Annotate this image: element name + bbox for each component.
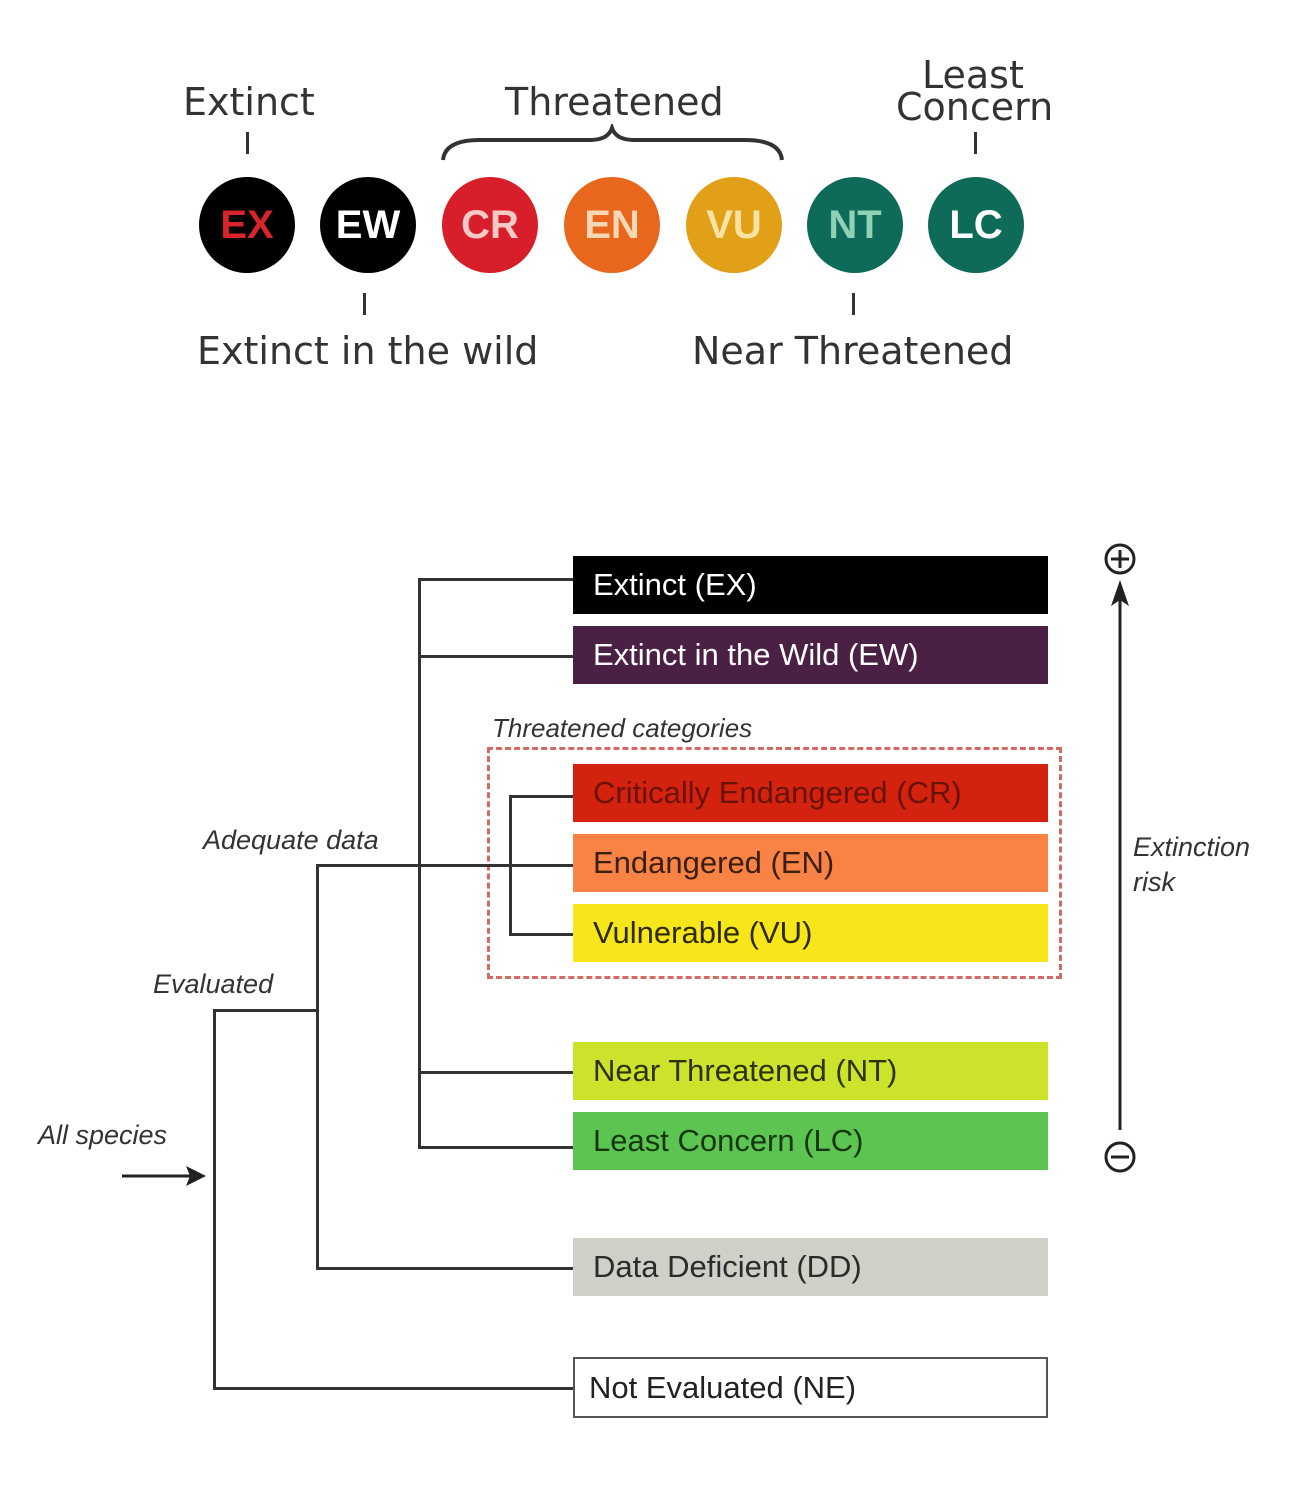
category-label-extinct: Extinct (EX) — [593, 567, 757, 602]
category-box-not-evaluated: Not Evaluated (NE) — [573, 1357, 1048, 1418]
threatened-region — [487, 747, 1062, 979]
category-label-critically-endangered: Critically Endangered (CR) — [593, 775, 962, 810]
circle-ex: EX — [199, 177, 295, 273]
category-box-near-threatened: Near Threatened (NT) — [573, 1042, 1048, 1100]
trunk-evaluated — [316, 864, 319, 1269]
label-adequate-data: Adequate data — [203, 825, 379, 855]
label-all-species: All species — [38, 1120, 168, 1150]
threatened-brace — [441, 124, 784, 161]
category-box-extinct: Extinct (EX) — [573, 556, 1048, 614]
category-box-least-concern: Least Concern (LC) — [573, 1112, 1048, 1170]
label-extinction-risk-1: Extinction — [1133, 832, 1251, 862]
branch-critically-endangered — [509, 795, 573, 798]
category-box-extinct-in-the-wild: Extinct in the Wild (EW) — [573, 626, 1048, 684]
tick-extinct — [246, 132, 249, 154]
circle-ew: EW — [320, 177, 416, 273]
category-label-vulnerable: Vulnerable (VU) — [593, 915, 813, 950]
branch-extinct — [418, 578, 573, 581]
category-label-extinct-in-the-wild: Extinct in the Wild (EW) — [593, 637, 919, 672]
category-label-near-threatened: Near Threatened (NT) — [593, 1053, 898, 1088]
branch-extinct-wild — [418, 655, 573, 658]
category-label-not-evaluated: Not Evaluated (NE) — [589, 1369, 857, 1405]
branch-vulnerable — [509, 933, 573, 936]
branch-not-evaluated — [213, 1387, 573, 1390]
circle-lc: LC — [928, 177, 1024, 273]
trunk-threatened — [509, 795, 512, 935]
trunk-adequate-data — [418, 578, 421, 1148]
branch-evaluated — [213, 1009, 318, 1012]
label-near-threatened: Near Threatened — [692, 329, 1014, 373]
category-label-data-deficient: Data Deficient (DD) — [593, 1249, 862, 1284]
branch-adequate-data — [316, 864, 573, 867]
category-box-data-deficient: Data Deficient (DD) — [573, 1238, 1048, 1296]
branch-near-threatened — [418, 1071, 573, 1074]
circle-nt: NT — [807, 177, 903, 273]
label-evaluated: Evaluated — [153, 969, 274, 999]
label-extinct: Extinct — [183, 80, 315, 124]
label-least-concern-1: Least — [922, 53, 1024, 97]
extinction-risk-axis — [1104, 543, 1136, 1173]
tick-near-threatened — [852, 293, 855, 315]
category-label-least-concern: Least Concern (LC) — [593, 1123, 864, 1158]
category-label-endangered: Endangered (EN) — [593, 845, 835, 880]
branch-data-deficient — [316, 1267, 573, 1270]
trunk-all-species — [213, 1009, 216, 1389]
label-threatened-categories: Threatened categories — [492, 713, 753, 743]
label-least-concern-2: Concern — [896, 85, 1054, 129]
category-box-endangered: Endangered (EN) — [573, 834, 1048, 892]
label-extinct-in-the-wild: Extinct in the wild — [197, 329, 539, 373]
tick-extinct-wild — [363, 293, 366, 315]
branch-least-concern — [418, 1146, 573, 1149]
tick-least-concern — [974, 132, 977, 154]
arrow-right-icon — [122, 1166, 206, 1186]
category-box-critically-endangered: Critically Endangered (CR) — [573, 764, 1048, 822]
label-extinction-risk-2: risk — [1133, 867, 1175, 897]
category-box-vulnerable: Vulnerable (VU) — [573, 904, 1048, 962]
circle-en: EN — [564, 177, 660, 273]
label-threatened: Threatened — [505, 80, 724, 124]
circle-cr: CR — [442, 177, 538, 273]
circle-vu: VU — [686, 177, 782, 273]
